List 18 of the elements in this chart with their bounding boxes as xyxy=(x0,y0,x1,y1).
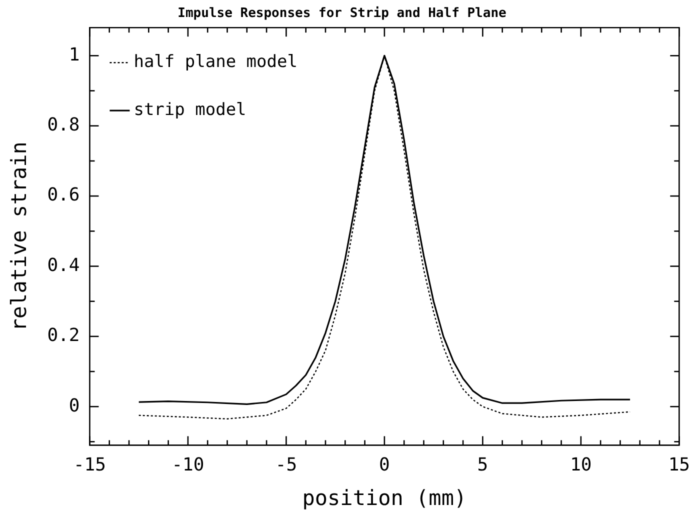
legend-label: strip model xyxy=(134,100,246,120)
y-tick-label: 0.6 xyxy=(47,184,80,206)
y-tick-label: 0 xyxy=(68,395,80,416)
y-tick-label: 1 xyxy=(68,44,80,66)
x-tick-label: -5 xyxy=(275,454,298,476)
chart-title: Impulse Responses for Strip and Half Plane xyxy=(178,6,507,22)
x-tick-label: 10 xyxy=(570,454,592,476)
x-tick-label: -15 xyxy=(73,454,106,476)
x-tick-label: -10 xyxy=(172,454,204,476)
x-tick-label: 0 xyxy=(379,454,390,476)
y-tick-label: 0.2 xyxy=(47,325,80,346)
legend-label: half plane model xyxy=(134,52,298,72)
y-axis-title: relative strain xyxy=(7,142,32,332)
x-axis-title: position (mm) xyxy=(302,486,467,510)
y-tick-label: 0.8 xyxy=(47,114,80,136)
x-tick-label: 5 xyxy=(477,454,488,476)
y-tick-label: 0.4 xyxy=(47,254,80,276)
x-tick-label: 15 xyxy=(668,454,690,476)
